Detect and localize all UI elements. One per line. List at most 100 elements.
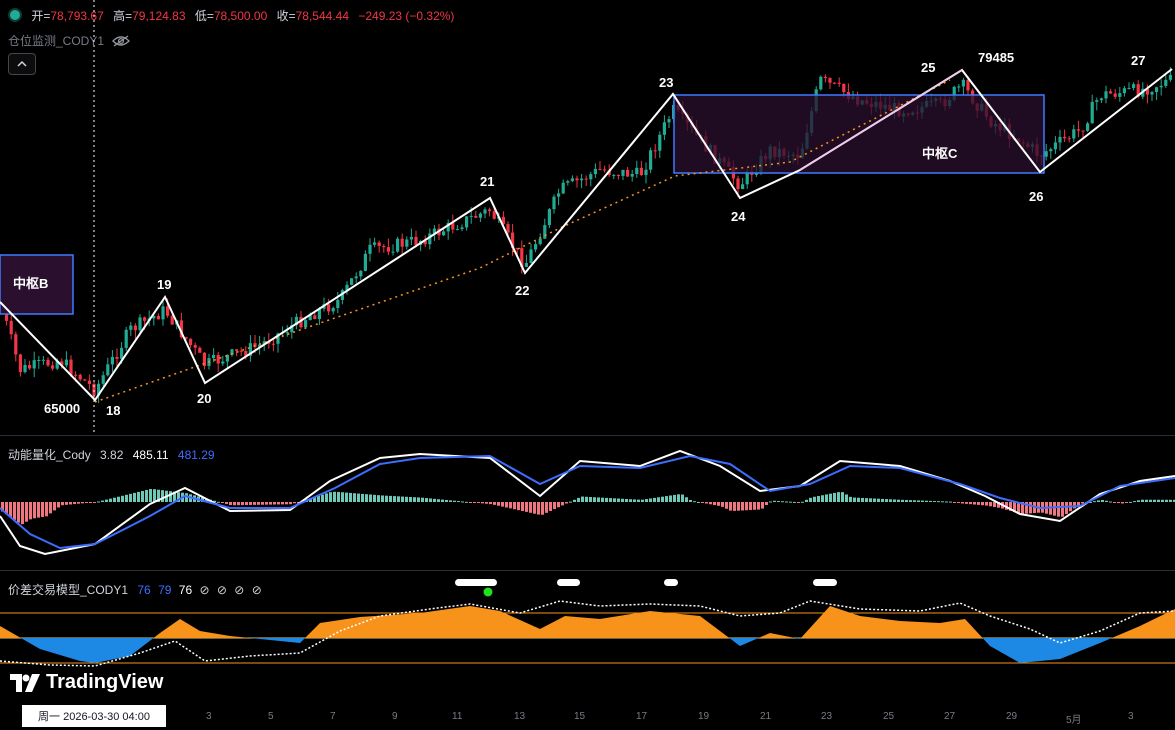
spread-negative-area xyxy=(0,638,1175,663)
momentum-histogram-bar xyxy=(1129,501,1132,503)
momentum-histogram-bar xyxy=(425,498,428,502)
momentum-histogram-bar xyxy=(853,497,856,502)
time-tick: 27 xyxy=(944,711,956,722)
overlay-indicator-legend[interactable]: 仓位监测_CODY1 xyxy=(8,32,130,49)
candle-body xyxy=(961,79,965,87)
candle-body xyxy=(193,345,197,348)
high-label: 高= xyxy=(113,9,133,23)
momentum-histogram-bar xyxy=(969,502,972,505)
low-label: 低= xyxy=(194,9,214,23)
momentum-indicator-name[interactable]: 动能量化_Cody xyxy=(8,448,91,462)
candle-body xyxy=(262,341,266,345)
candle-body xyxy=(386,247,390,252)
time-tick: 15 xyxy=(574,711,586,722)
momentum-histogram-bar xyxy=(437,499,440,502)
spread-indicator-name[interactable]: 价差交易模型_CODY1 xyxy=(8,583,129,597)
candle-body xyxy=(561,182,565,194)
momentum-histogram-bar xyxy=(1125,502,1128,503)
momentum-histogram-bar xyxy=(377,495,380,502)
momentum-pane[interactable] xyxy=(0,436,1175,570)
momentum-histogram-bar xyxy=(421,497,424,502)
momentum-histogram-bar xyxy=(213,500,216,502)
momentum-histogram-bar xyxy=(273,502,276,505)
candle-body xyxy=(359,270,363,277)
momentum-histogram-bar xyxy=(265,502,268,505)
candle-body xyxy=(584,178,588,180)
candle-body xyxy=(1044,151,1048,157)
momentum-histogram-bar xyxy=(117,496,120,502)
momentum-histogram-bar xyxy=(449,500,452,502)
momentum-histogram-bar xyxy=(329,492,332,502)
momentum-histogram-bar xyxy=(633,499,636,502)
candle-body xyxy=(409,236,413,240)
candle-body xyxy=(589,174,593,180)
wave-label-21: 21 xyxy=(480,174,495,189)
candle-body xyxy=(432,228,436,234)
momentum-histogram-bar xyxy=(529,502,532,513)
momentum-histogram-bar xyxy=(1153,499,1156,502)
momentum-histogram-bar xyxy=(693,501,696,503)
momentum-histogram-bar xyxy=(801,501,804,503)
momentum-histogram-bar xyxy=(685,497,688,502)
wave-label-19: 19 xyxy=(157,277,172,292)
pane-separator-1[interactable] xyxy=(0,435,1175,436)
close-label: 收= xyxy=(276,9,296,23)
time-tick: 3 xyxy=(206,711,212,722)
momentum-histogram-bar xyxy=(505,502,508,508)
ohlc-legend: 开=78,793.67 高=79,124.83 低=78,500.00 收=78… xyxy=(8,7,460,24)
time-tick: 23 xyxy=(821,711,833,722)
momentum-histogram-bar xyxy=(13,502,16,520)
momentum-histogram-bar xyxy=(113,497,116,502)
momentum-histogram-bar xyxy=(769,501,772,503)
candle-body xyxy=(1058,136,1062,143)
wave-label-22: 22 xyxy=(515,283,530,298)
momentum-histogram-bar xyxy=(821,495,824,502)
price-chart[interactable] xyxy=(0,0,1175,436)
momentum-histogram-bar xyxy=(701,502,704,503)
momentum-histogram-bar xyxy=(569,501,572,503)
momentum-histogram-bar xyxy=(325,493,328,502)
tradingview-logo[interactable]: TradingView xyxy=(10,671,163,694)
candle-body xyxy=(285,332,289,334)
momentum-histogram-bar xyxy=(1021,502,1024,515)
momentum-histogram-bar xyxy=(929,500,932,502)
pane-separator-2[interactable] xyxy=(0,570,1175,571)
zigzag-segment-highlight xyxy=(799,69,963,171)
candle-body xyxy=(524,262,528,267)
momentum-histogram-bar xyxy=(613,498,616,502)
momentum-histogram-bar xyxy=(45,502,48,517)
candle-body xyxy=(1118,93,1122,97)
candle-body xyxy=(635,167,639,174)
momentum-histogram-bar xyxy=(109,498,112,502)
momentum-histogram-bar xyxy=(833,492,836,502)
candle-body xyxy=(428,233,432,245)
momentum-histogram-bar xyxy=(17,502,20,523)
momentum-histogram-bar xyxy=(297,502,300,503)
candle-body xyxy=(340,290,344,300)
symbol-status-icon[interactable] xyxy=(8,8,22,22)
overlay-indicator-name[interactable]: 仓位监测_CODY1 xyxy=(8,34,105,48)
momentum-histogram-bar xyxy=(1057,502,1060,517)
momentum-histogram-bar xyxy=(577,497,580,502)
candle-body xyxy=(18,354,22,373)
spread-legend[interactable]: 价差交易模型_CODY1 76 79 76 ⊘ ⊘ ⊘ ⊘ xyxy=(8,581,262,598)
candle-body xyxy=(78,374,82,380)
trend-dotted-line xyxy=(94,79,951,403)
momentum-histogram-bar xyxy=(349,492,352,502)
momentum-histogram-bar xyxy=(625,498,628,502)
momentum-histogram-bar xyxy=(637,499,640,502)
open-value: 78,793.67 xyxy=(50,9,104,23)
momentum-histogram-bar xyxy=(793,501,796,503)
candle-body xyxy=(451,222,455,230)
momentum-histogram-bar xyxy=(825,494,828,502)
candle-body xyxy=(1072,129,1076,139)
momentum-histogram-bar xyxy=(945,501,948,503)
collapse-legend-button[interactable] xyxy=(8,53,36,75)
eye-hidden-icon[interactable] xyxy=(112,34,130,47)
candle-body xyxy=(120,347,124,359)
spread-pane[interactable] xyxy=(0,571,1175,711)
momentum-histogram-bar xyxy=(537,502,540,515)
momentum-legend[interactable]: 动能量化_Cody 3.82 485.11 481.29 xyxy=(8,446,215,463)
momentum-histogram-bar xyxy=(405,496,408,502)
candle-body xyxy=(607,170,611,176)
